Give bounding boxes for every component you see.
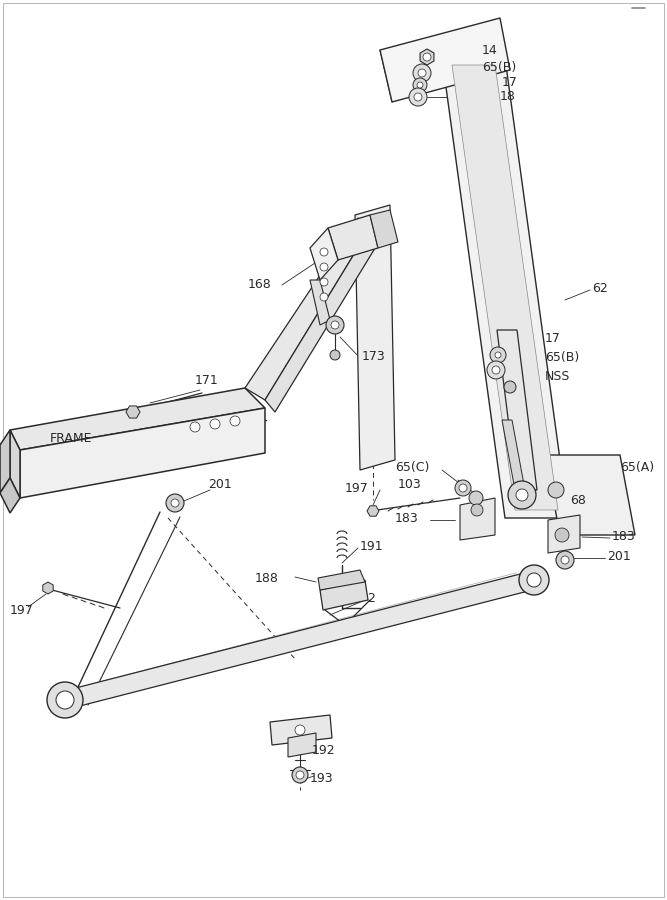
- Text: 65(A): 65(A): [620, 462, 654, 474]
- Text: FRAME: FRAME: [50, 431, 93, 445]
- Polygon shape: [380, 18, 510, 102]
- Text: 65(B): 65(B): [482, 60, 516, 74]
- Text: 17: 17: [545, 331, 561, 345]
- Text: 2: 2: [367, 591, 375, 605]
- Polygon shape: [270, 715, 332, 745]
- Circle shape: [331, 321, 339, 329]
- Polygon shape: [310, 280, 330, 325]
- Text: 197: 197: [345, 482, 369, 494]
- Circle shape: [459, 484, 467, 492]
- Circle shape: [320, 263, 328, 271]
- Polygon shape: [502, 420, 525, 490]
- Circle shape: [330, 350, 340, 360]
- Text: 188: 188: [255, 572, 279, 584]
- Circle shape: [469, 491, 483, 505]
- Circle shape: [555, 528, 569, 542]
- Circle shape: [504, 381, 516, 393]
- Polygon shape: [460, 498, 495, 540]
- Text: 201: 201: [607, 551, 631, 563]
- Circle shape: [166, 494, 184, 512]
- Text: 62: 62: [592, 282, 608, 294]
- Polygon shape: [10, 388, 265, 450]
- Polygon shape: [10, 430, 20, 498]
- Circle shape: [417, 82, 423, 88]
- Text: 201: 201: [208, 478, 231, 491]
- Circle shape: [210, 419, 220, 429]
- Circle shape: [516, 489, 528, 501]
- Circle shape: [492, 366, 500, 374]
- Circle shape: [320, 293, 328, 301]
- Polygon shape: [548, 515, 580, 553]
- Circle shape: [326, 316, 344, 334]
- Text: 103: 103: [398, 479, 422, 491]
- Text: 191: 191: [360, 541, 384, 554]
- Polygon shape: [20, 408, 265, 498]
- Circle shape: [190, 422, 200, 432]
- Text: 65(B): 65(B): [545, 352, 579, 365]
- Circle shape: [171, 499, 179, 507]
- Polygon shape: [420, 49, 434, 65]
- Circle shape: [455, 480, 471, 496]
- Circle shape: [490, 347, 506, 363]
- Circle shape: [527, 573, 541, 587]
- Circle shape: [487, 361, 505, 379]
- Circle shape: [423, 53, 431, 61]
- Text: 171: 171: [195, 374, 219, 388]
- Text: NSS: NSS: [545, 370, 570, 382]
- Polygon shape: [320, 580, 368, 610]
- Text: 193: 193: [310, 771, 334, 785]
- Polygon shape: [43, 582, 53, 594]
- Circle shape: [47, 682, 83, 718]
- Polygon shape: [288, 733, 316, 757]
- Polygon shape: [367, 506, 379, 517]
- Polygon shape: [318, 570, 365, 590]
- Circle shape: [414, 93, 422, 101]
- Polygon shape: [0, 430, 10, 493]
- Text: 183: 183: [612, 530, 636, 544]
- Circle shape: [413, 64, 431, 82]
- Circle shape: [556, 551, 574, 569]
- Polygon shape: [545, 455, 635, 535]
- Text: 173: 173: [362, 350, 386, 364]
- Circle shape: [409, 88, 427, 106]
- Text: 197: 197: [10, 604, 34, 617]
- Circle shape: [320, 278, 328, 286]
- Text: 183: 183: [395, 511, 419, 525]
- Polygon shape: [442, 58, 568, 518]
- Circle shape: [418, 69, 426, 77]
- Polygon shape: [452, 65, 558, 510]
- Circle shape: [471, 504, 483, 516]
- Circle shape: [56, 691, 74, 709]
- Circle shape: [413, 78, 427, 92]
- Polygon shape: [126, 406, 140, 419]
- Text: 168: 168: [248, 277, 271, 291]
- Circle shape: [292, 767, 308, 783]
- Text: 65(C): 65(C): [395, 462, 430, 474]
- Circle shape: [295, 725, 305, 735]
- Text: 192: 192: [312, 743, 336, 757]
- Polygon shape: [265, 228, 380, 412]
- Polygon shape: [370, 210, 398, 248]
- Polygon shape: [328, 215, 378, 260]
- Circle shape: [230, 416, 240, 426]
- Text: 17: 17: [502, 76, 518, 89]
- Circle shape: [561, 556, 569, 564]
- Polygon shape: [497, 330, 537, 490]
- Polygon shape: [60, 572, 540, 708]
- Polygon shape: [245, 218, 370, 400]
- Text: 14: 14: [482, 43, 498, 57]
- Circle shape: [495, 352, 501, 358]
- Circle shape: [320, 248, 328, 256]
- Circle shape: [508, 481, 536, 509]
- Polygon shape: [0, 478, 20, 513]
- Polygon shape: [310, 228, 338, 280]
- Text: 18: 18: [500, 89, 516, 103]
- Text: 68: 68: [570, 493, 586, 507]
- Circle shape: [519, 565, 549, 595]
- Polygon shape: [355, 205, 395, 470]
- Circle shape: [548, 482, 564, 498]
- Circle shape: [296, 771, 304, 779]
